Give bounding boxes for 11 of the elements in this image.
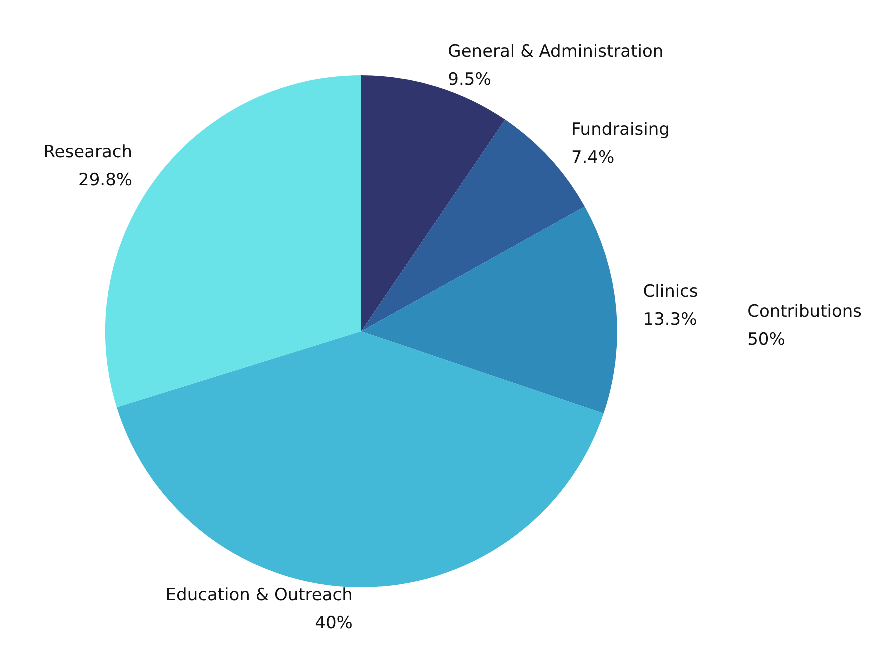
slice-label: General & Administration <box>448 42 664 62</box>
slice-label: Fundraising <box>571 120 670 140</box>
slice-label: Education & Outreach <box>166 585 353 606</box>
data-label: 13.3% <box>643 310 698 330</box>
data-label: 9.5% <box>448 70 492 90</box>
slice-label: Clinics <box>643 282 698 302</box>
data-label: 40% <box>315 613 353 634</box>
data-label: 29.8% <box>78 170 133 191</box>
slice-label: Researach <box>44 142 133 163</box>
text: Contributions 50% <box>748 302 862 350</box>
data-label: 7.4% <box>571 148 615 168</box>
